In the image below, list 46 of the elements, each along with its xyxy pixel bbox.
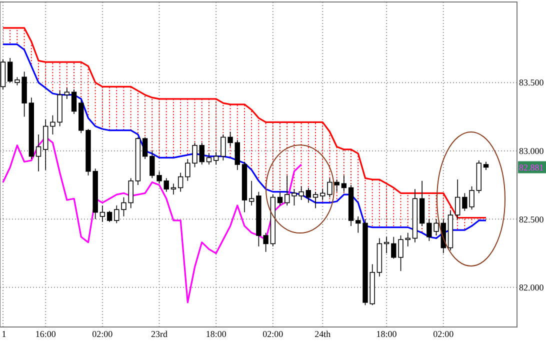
candlestick: [178, 172, 184, 192]
x-tick-label: 16:00: [35, 329, 56, 339]
y-tick-label: 82.500: [519, 214, 544, 224]
candlestick: [170, 183, 176, 195]
x-tick-label: 1: [2, 329, 6, 339]
x-tick-label: 02:00: [433, 329, 454, 339]
candlestick: [213, 152, 219, 165]
candlestick: [199, 142, 204, 165]
candlestick: [164, 178, 169, 192]
candlestick: [71, 88, 77, 114]
line-series: [2, 44, 487, 240]
x-tick-label: 24th: [314, 329, 332, 339]
candlestick: [106, 210, 112, 222]
text: 82.881: [519, 162, 544, 172]
x-tick-label: 18:00: [206, 329, 227, 339]
candlestick: [206, 153, 212, 165]
candlestick: [249, 180, 254, 206]
candlestick: [384, 236, 390, 254]
candlestick: [100, 205, 106, 222]
candlestick: [277, 191, 283, 206]
candlestick: [234, 140, 240, 170]
line-series: [2, 136, 302, 304]
candlestick: [128, 178, 134, 209]
candlestick: [8, 58, 13, 83]
candlestick: [114, 205, 120, 224]
candlestick: [121, 196, 126, 217]
candlestick: [320, 188, 326, 200]
candlestick: [405, 232, 410, 247]
line-series: [2, 27, 487, 219]
candlestick: [142, 136, 148, 160]
candlestick: [284, 175, 290, 206]
candlestick: [312, 191, 318, 209]
candlestick: [36, 134, 42, 172]
y-tick-label: 83.500: [519, 78, 544, 88]
candlestick: [64, 88, 70, 100]
y-tick-label: 82.000: [519, 282, 544, 293]
candlestick: [341, 175, 347, 192]
y-tick-label: 83.000: [519, 146, 544, 156]
candlestick: [454, 179, 460, 220]
x-tick-label: 23rd: [151, 329, 168, 339]
candlestick: [356, 216, 361, 234]
x-tick-label: 02:00: [262, 329, 284, 339]
candlestick: [306, 187, 312, 204]
x-tick-label: 18:00: [376, 329, 398, 339]
candlestick: [43, 119, 48, 170]
x-tick-label: 02:00: [92, 329, 114, 339]
